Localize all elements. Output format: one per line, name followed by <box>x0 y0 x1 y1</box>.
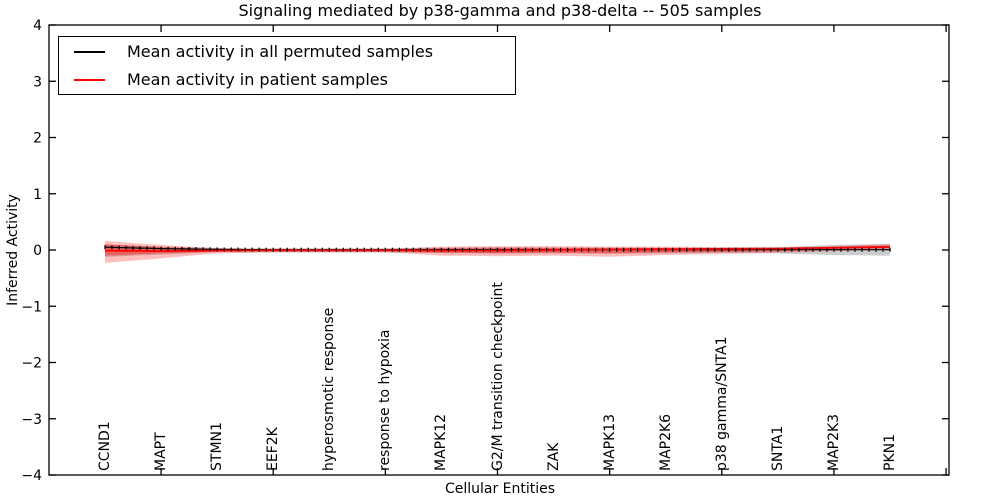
x-tick-label: MAP2K6 <box>658 414 674 471</box>
chart-title: Signaling mediated by p38-gamma and p38-… <box>238 1 762 20</box>
x-tick-label: CCND1 <box>97 421 113 471</box>
legend-line-sample-patient <box>74 78 105 81</box>
x-tick-label: MAPK13 <box>602 414 618 471</box>
y-tick-label: 0 <box>33 243 42 259</box>
x-tick-label: MAPK12 <box>433 414 449 471</box>
x-axis-title: Cellular Entities <box>444 481 556 497</box>
legend: Mean activity in all permuted samples Me… <box>58 36 516 95</box>
x-tick-label: SNTA1 <box>770 426 786 471</box>
x-tick-label: STMN1 <box>209 422 225 471</box>
x-tick-label: hyperosmotic response <box>321 308 337 471</box>
data-point-markers <box>104 245 891 252</box>
y-tick-label: −1 <box>21 299 42 315</box>
x-tick-label: MAP2K3 <box>826 414 842 471</box>
x-tick-label: EEF2K <box>265 426 281 471</box>
plot-border <box>48 24 950 476</box>
y-tick-label: 3 <box>33 74 42 90</box>
confidence-bands <box>105 241 890 263</box>
legend-item-patient: Mean activity in patient samples <box>59 66 515 94</box>
x-tick-label: ZAK <box>546 442 562 471</box>
y-tick-label: −3 <box>21 412 42 428</box>
legend-label: Mean activity in all permuted samples <box>127 42 434 61</box>
y-tick-label: −4 <box>21 468 42 484</box>
y-tick-label: 4 <box>33 18 42 34</box>
y-tick-label: −2 <box>21 356 42 372</box>
legend-label: Mean activity in patient samples <box>127 70 388 89</box>
x-tick-label: PKN1 <box>882 434 898 471</box>
y-tick-label: 2 <box>33 131 42 147</box>
y-tick-label: 1 <box>33 187 42 203</box>
x-tick-label: G2/M transition checkpoint <box>490 282 506 471</box>
y-tick-labels: 4 3 2 1 0 −1 −2 −3 −4 <box>21 18 42 484</box>
x-tick-labels: CCND1 MAPT STMN1 EEF2K hyperosmotic resp… <box>97 282 898 471</box>
x-tick-label: p38 gamma/SNTA1 <box>714 337 730 472</box>
x-tick-label: response to hypoxia <box>377 330 393 471</box>
legend-line-sample-permuted <box>74 50 105 53</box>
legend-item-permuted: Mean activity in all permuted samples <box>59 38 515 66</box>
x-tick-label: MAPT <box>153 432 169 471</box>
